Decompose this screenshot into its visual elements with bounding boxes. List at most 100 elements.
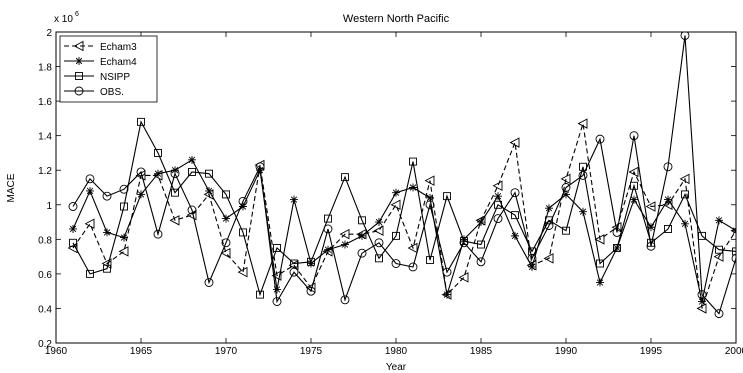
data-point — [560, 173, 571, 185]
legend-label: Echam3 — [100, 42, 137, 53]
data-point — [103, 264, 111, 273]
legend-item: OBS. — [64, 86, 124, 98]
data-point — [561, 183, 571, 192]
data-point — [715, 216, 723, 225]
x-tick-label: 1970 — [215, 346, 238, 357]
data-point — [647, 223, 655, 232]
data-point — [392, 188, 400, 197]
data-point — [120, 233, 128, 242]
legend-label: OBS. — [100, 87, 124, 98]
data-point — [459, 238, 469, 248]
data-point — [238, 196, 248, 206]
data-point — [67, 242, 78, 254]
data-point — [681, 219, 689, 228]
legend-item: Echam4 — [64, 57, 137, 68]
data-point — [477, 218, 485, 227]
data-point — [170, 169, 180, 179]
data-point — [443, 192, 451, 201]
data-point — [494, 192, 502, 201]
data-point — [407, 242, 418, 254]
y-tick-label: 0.4 — [38, 304, 52, 315]
data-point — [596, 278, 604, 287]
data-point — [154, 169, 162, 178]
data-point — [339, 228, 350, 240]
data-point — [69, 238, 77, 247]
data-point — [102, 191, 112, 201]
series-line — [72, 159, 736, 302]
data-point — [713, 251, 724, 262]
data-point — [307, 259, 315, 268]
legend-item: Echam3 — [64, 40, 137, 53]
data-point — [562, 226, 570, 235]
data-point — [715, 245, 723, 254]
data-point — [221, 238, 231, 248]
data-point — [732, 247, 736, 256]
data-point — [578, 170, 588, 180]
data-point — [204, 278, 214, 287]
y-tick-label: 0.6 — [38, 270, 52, 281]
data-point — [340, 295, 350, 305]
data-point — [476, 257, 486, 267]
data-point — [375, 218, 383, 227]
y-tick-label: 0.8 — [38, 235, 52, 246]
data-point — [256, 290, 264, 299]
data-point — [511, 231, 519, 240]
plot-area-frame — [55, 31, 737, 344]
data-point — [188, 155, 196, 164]
data-point — [153, 229, 163, 239]
data-point — [137, 190, 145, 199]
data-point — [527, 253, 537, 263]
data-point — [290, 195, 298, 204]
data-point — [68, 202, 78, 211]
data-point — [645, 201, 656, 212]
data-point — [511, 211, 519, 220]
x-tick-label: 1980 — [385, 346, 408, 357]
y-tick-label: 0.2 — [38, 339, 52, 350]
series-line — [72, 120, 736, 297]
data-point — [392, 231, 400, 240]
y-tick-label: 1 — [46, 201, 52, 212]
data-point — [409, 157, 417, 166]
data-point — [664, 225, 672, 233]
y-axis-label: MACE — [6, 173, 17, 202]
data-point — [154, 148, 162, 157]
data-point — [101, 258, 112, 269]
data-point — [562, 190, 570, 199]
data-point — [171, 188, 179, 197]
y-tick-label: 1.8 — [38, 63, 52, 74]
series-obs — [68, 32, 736, 319]
legend-marker — [73, 40, 84, 52]
data-point — [595, 134, 605, 144]
data-point — [272, 297, 282, 306]
data-point — [612, 227, 622, 237]
data-point — [341, 173, 349, 182]
data-point — [698, 297, 706, 306]
y-tick-label: 1.6 — [38, 97, 52, 108]
data-point — [442, 267, 452, 277]
data-point — [680, 32, 690, 40]
data-point — [186, 209, 197, 221]
series-line — [72, 35, 736, 315]
y-axis-exponent-power: 6 — [75, 11, 79, 18]
data-point — [390, 199, 401, 211]
series-echam4 — [69, 155, 736, 306]
data-point — [646, 241, 656, 251]
y-tick-label: 1.2 — [38, 166, 52, 177]
x-axis-label: Year — [386, 362, 407, 373]
data-point — [239, 202, 247, 211]
data-point — [613, 244, 621, 252]
data-point — [510, 188, 520, 198]
data-point — [426, 193, 434, 202]
data-point — [290, 259, 298, 268]
data-point — [458, 272, 469, 283]
x-tick-label: 1990 — [555, 346, 578, 357]
series-layer — [67, 32, 736, 319]
data-point — [425, 200, 435, 210]
data-point — [545, 204, 553, 213]
data-point — [222, 214, 230, 223]
data-point — [237, 266, 248, 278]
data-point — [255, 162, 265, 172]
data-point — [714, 309, 724, 319]
